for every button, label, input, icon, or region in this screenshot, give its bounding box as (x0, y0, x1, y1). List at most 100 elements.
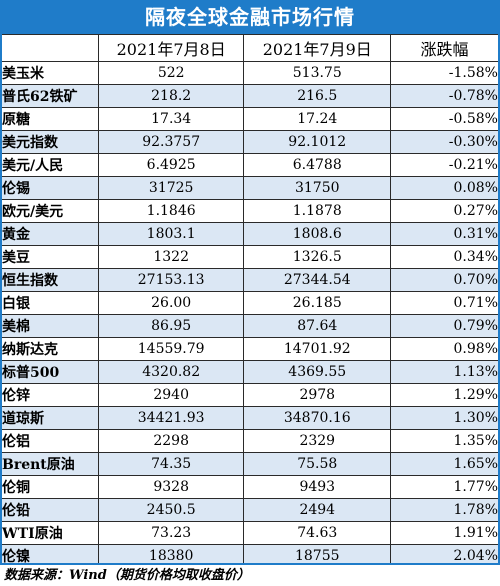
row-value-day2: 74.63 (243, 521, 392, 545)
row-value-day2: 87.64 (243, 314, 392, 338)
row-value-day1: 31725 (97, 176, 245, 200)
row-name: 美玉米 (0, 61, 99, 85)
table-row: 伦锡 31725 31750 0.08% (0, 176, 500, 200)
row-value-day2: 14701.92 (243, 337, 392, 361)
row-name: 白银 (0, 291, 99, 315)
table-row: 原糖 17.34 17.24 -0.58% (0, 107, 500, 131)
table-row: 伦铅 2450.5 2494 1.78% (0, 498, 500, 522)
row-change: 1.78% (390, 498, 500, 522)
row-value-day1: 26.00 (97, 291, 245, 315)
row-value-day1: 2940 (97, 383, 245, 407)
row-change: 1.30% (390, 406, 500, 430)
row-value-day1: 6.4925 (97, 153, 245, 177)
row-change: 0.79% (390, 314, 500, 338)
row-change: 1.77% (390, 475, 500, 499)
table-row: 伦锌 2940 2978 1.29% (0, 383, 500, 407)
row-change: -0.58% (390, 107, 500, 131)
row-value-day2: 1.1878 (243, 199, 392, 223)
table-row: 纳斯达克 14559.79 14701.92 0.98% (0, 337, 500, 361)
row-value-day1: 9328 (97, 475, 245, 499)
row-value-day2: 1808.6 (243, 222, 392, 246)
row-value-day2: 9493 (243, 475, 392, 499)
table-row: 美玉米 522 513.75 -1.58% (0, 61, 500, 85)
row-name: Brent原油 (0, 452, 99, 476)
row-change: 1.65% (390, 452, 500, 476)
row-name: 伦铅 (0, 498, 99, 522)
row-value-day2: 27344.54 (243, 268, 392, 292)
row-value-day2: 513.75 (243, 61, 392, 85)
table-row: 伦铜 9328 9493 1.77% (0, 475, 500, 499)
table-row: 欧元/美元 1.1846 1.1878 0.27% (0, 199, 500, 223)
row-name: 标普500 (0, 360, 99, 384)
table-row: 美棉 86.95 87.64 0.79% (0, 314, 500, 338)
table-row: 美元指数 92.3757 92.1012 -0.30% (0, 130, 500, 154)
row-change: 0.31% (390, 222, 500, 246)
row-value-day2: 2978 (243, 383, 392, 407)
table-row: 黄金 1803.1 1808.6 0.31% (0, 222, 500, 246)
row-change: 0.27% (390, 199, 500, 223)
row-name: 伦锡 (0, 176, 99, 200)
row-change: 0.08% (390, 176, 500, 200)
table-row: 标普500 4320.82 4369.55 1.13% (0, 360, 500, 384)
row-value-day1: 2298 (97, 429, 245, 453)
row-change: 0.34% (390, 245, 500, 269)
row-name: 纳斯达克 (0, 337, 99, 361)
table-row: Brent原油 74.35 75.58 1.65% (0, 452, 500, 476)
row-name: WTI原油 (0, 521, 99, 545)
row-value-day2: 34870.16 (243, 406, 392, 430)
row-value-day1: 86.95 (97, 314, 245, 338)
header-date-2: 2021年7月9日 (243, 34, 392, 62)
row-value-day2: 92.1012 (243, 130, 392, 154)
row-value-day1: 92.3757 (97, 130, 245, 154)
table-row: 普氏62铁矿 218.2 216.5 -0.78% (0, 84, 500, 108)
row-value-day2: 216.5 (243, 84, 392, 108)
row-name: 黄金 (0, 222, 99, 246)
row-name: 美豆 (0, 245, 99, 269)
row-value-day2: 26.185 (243, 291, 392, 315)
row-change: 1.35% (390, 429, 500, 453)
row-value-day2: 4369.55 (243, 360, 392, 384)
row-name: 恒生指数 (0, 268, 99, 292)
table-row: 伦铝 2298 2329 1.35% (0, 429, 500, 453)
table-row: 白银 26.00 26.185 0.71% (0, 291, 500, 315)
row-change: -0.78% (390, 84, 500, 108)
row-value-day1: 2450.5 (97, 498, 245, 522)
row-change: -0.30% (390, 130, 500, 154)
row-value-day1: 34421.93 (97, 406, 245, 430)
row-value-day1: 74.35 (97, 452, 245, 476)
row-change: 1.91% (390, 521, 500, 545)
row-value-day1: 14559.79 (97, 337, 245, 361)
header-name (0, 34, 99, 62)
row-value-day1: 1803.1 (97, 222, 245, 246)
row-value-day1: 218.2 (97, 84, 245, 108)
row-change: 0.98% (390, 337, 500, 361)
row-value-day1: 17.34 (97, 107, 245, 131)
table-row: 美豆 1322 1326.5 0.34% (0, 245, 500, 269)
header-change: 涨跌幅 (390, 34, 500, 62)
row-name: 欧元/美元 (0, 199, 99, 223)
page-title: 隔夜全球金融市场行情 (0, 0, 500, 34)
row-value-day2: 17.24 (243, 107, 392, 131)
row-value-day1: 1322 (97, 245, 245, 269)
table-row: 道琼斯 34421.93 34870.16 1.30% (0, 406, 500, 430)
row-change: 1.29% (390, 383, 500, 407)
row-value-day2: 31750 (243, 176, 392, 200)
row-name: 美棉 (0, 314, 99, 338)
row-value-day2: 75.58 (243, 452, 392, 476)
row-name: 美元指数 (0, 130, 99, 154)
row-name: 原糖 (0, 107, 99, 131)
row-value-day2: 2329 (243, 429, 392, 453)
row-value-day1: 1.1846 (97, 199, 245, 223)
row-name: 美元/人民 (0, 153, 99, 177)
table-row: 恒生指数 27153.13 27344.54 0.70% (0, 268, 500, 292)
row-name: 普氏62铁矿 (0, 84, 99, 108)
table-row: 美元/人民 6.4925 6.4788 -0.21% (0, 153, 500, 177)
row-name: 道琼斯 (0, 406, 99, 430)
row-value-day2: 2494 (243, 498, 392, 522)
row-change: 0.70% (390, 268, 500, 292)
row-value-day1: 4320.82 (97, 360, 245, 384)
row-change: 0.71% (390, 291, 500, 315)
row-change: -0.21% (390, 153, 500, 177)
table-row: WTI原油 73.23 74.63 1.91% (0, 521, 500, 545)
market-table: 2021年7月8日 2021年7月9日 涨跌幅 美玉米 522 513.75 -1.5… (0, 34, 500, 568)
